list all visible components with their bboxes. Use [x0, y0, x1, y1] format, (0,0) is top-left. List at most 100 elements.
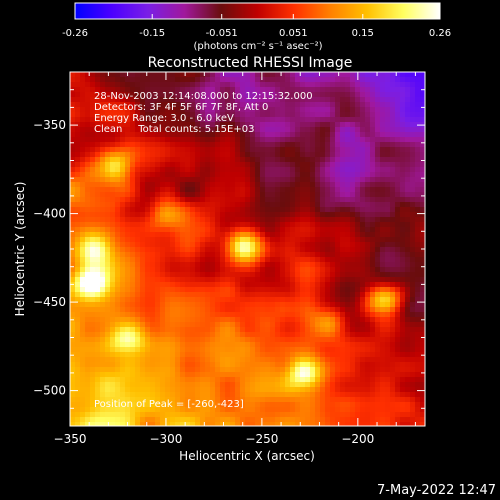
heatmap-cell — [135, 132, 141, 138]
heatmap-cell — [285, 222, 291, 228]
heatmap-cell — [155, 212, 161, 218]
heatmap-cell — [280, 207, 286, 213]
heatmap-cell — [165, 312, 171, 318]
heatmap-cell — [360, 317, 366, 323]
heatmap-cell — [330, 172, 336, 178]
heatmap-cell — [335, 242, 341, 248]
heatmap-cell — [325, 212, 331, 218]
heatmap-cell — [400, 92, 406, 98]
heatmap-cell — [420, 402, 425, 408]
heatmap-cell — [90, 422, 96, 426]
heatmap-cell — [190, 127, 196, 133]
heatmap-cell — [245, 107, 251, 113]
heatmap-cell — [90, 177, 96, 183]
heatmap-cell — [410, 117, 416, 123]
heatmap-cell — [135, 267, 141, 273]
heatmap-cell — [240, 357, 246, 363]
heatmap-cell — [370, 132, 376, 138]
heatmap-cell — [280, 72, 286, 78]
heatmap-cell — [405, 332, 411, 338]
heatmap-cell — [210, 172, 216, 178]
heatmap-cell — [410, 157, 416, 163]
heatmap-cell — [350, 77, 356, 83]
heatmap-cell — [340, 97, 346, 103]
heatmap-cell — [400, 327, 406, 333]
heatmap-cell — [175, 352, 181, 358]
heatmap-cell — [125, 172, 131, 178]
heatmap-cell — [165, 292, 171, 298]
heatmap-cell — [380, 92, 386, 98]
heatmap-cell — [155, 152, 161, 158]
heatmap-cell — [300, 342, 306, 348]
heatmap-cell — [410, 112, 416, 118]
heatmap-cell — [285, 352, 291, 358]
heatmap-cell — [70, 217, 76, 223]
heatmap-cell — [70, 172, 76, 178]
heatmap-cell — [305, 142, 311, 148]
heatmap-cell — [375, 402, 381, 408]
heatmap-cell — [75, 102, 81, 108]
heatmap-cell — [270, 377, 276, 383]
heatmap-cell — [110, 182, 116, 188]
heatmap-cell — [300, 247, 306, 253]
heatmap-cell — [105, 387, 111, 393]
heatmap-cell — [115, 322, 121, 328]
heatmap-cell — [305, 192, 311, 198]
heatmap-cell — [280, 267, 286, 273]
heatmap-cell — [345, 292, 351, 298]
heatmap-cell — [140, 392, 146, 398]
heatmap-cell — [225, 192, 231, 198]
heatmap-cell — [175, 167, 181, 173]
heatmap-cell — [300, 257, 306, 263]
heatmap-cell — [380, 377, 386, 383]
heatmap-cell — [280, 287, 286, 293]
heatmap-cell — [165, 317, 171, 323]
heatmap-cell — [225, 107, 231, 113]
heatmap-cell — [305, 372, 311, 378]
heatmap-cell — [250, 207, 256, 213]
heatmap-cell — [405, 172, 411, 178]
heatmap-cell — [110, 377, 116, 383]
heatmap-cell — [240, 232, 246, 238]
heatmap-cell — [365, 347, 371, 353]
heatmap-cell — [110, 157, 116, 163]
heatmap-cell — [200, 342, 206, 348]
heatmap-cell — [395, 412, 401, 418]
heatmap-cell — [245, 357, 251, 363]
heatmap-cell — [355, 332, 361, 338]
heatmap-cell — [210, 92, 216, 98]
heatmap-cell — [360, 197, 366, 203]
heatmap-cell — [290, 347, 296, 353]
heatmap-cell — [325, 72, 331, 78]
heatmap-cell — [340, 207, 346, 213]
heatmap-cell — [370, 92, 376, 98]
heatmap-cell — [265, 282, 271, 288]
heatmap-cell — [180, 127, 186, 133]
heatmap-cell — [345, 132, 351, 138]
heatmap-cell — [175, 132, 181, 138]
heatmap-cell — [175, 177, 181, 183]
heatmap-cell — [330, 187, 336, 193]
heatmap-cell — [80, 167, 86, 173]
heatmap-cell — [250, 192, 256, 198]
heatmap-cell — [260, 247, 266, 253]
heatmap-cell — [280, 82, 286, 88]
heatmap-cell — [245, 212, 251, 218]
heatmap-cell — [390, 392, 396, 398]
heatmap-cell — [205, 362, 211, 368]
heatmap-cell — [400, 287, 406, 293]
heatmap-cell — [165, 112, 171, 118]
heatmap-cell — [195, 357, 201, 363]
heatmap-cell — [395, 397, 401, 403]
heatmap-cell — [190, 237, 196, 243]
heatmap-cell — [310, 232, 316, 238]
heatmap-cell — [215, 172, 221, 178]
heatmap-cell — [290, 82, 296, 88]
heatmap-cell — [420, 202, 425, 208]
heatmap-cell — [215, 402, 221, 408]
heatmap-cell — [235, 277, 241, 283]
heatmap-cell — [270, 242, 276, 248]
heatmap-cell — [170, 382, 176, 388]
heatmap-cell — [415, 297, 421, 303]
heatmap-cell — [375, 322, 381, 328]
